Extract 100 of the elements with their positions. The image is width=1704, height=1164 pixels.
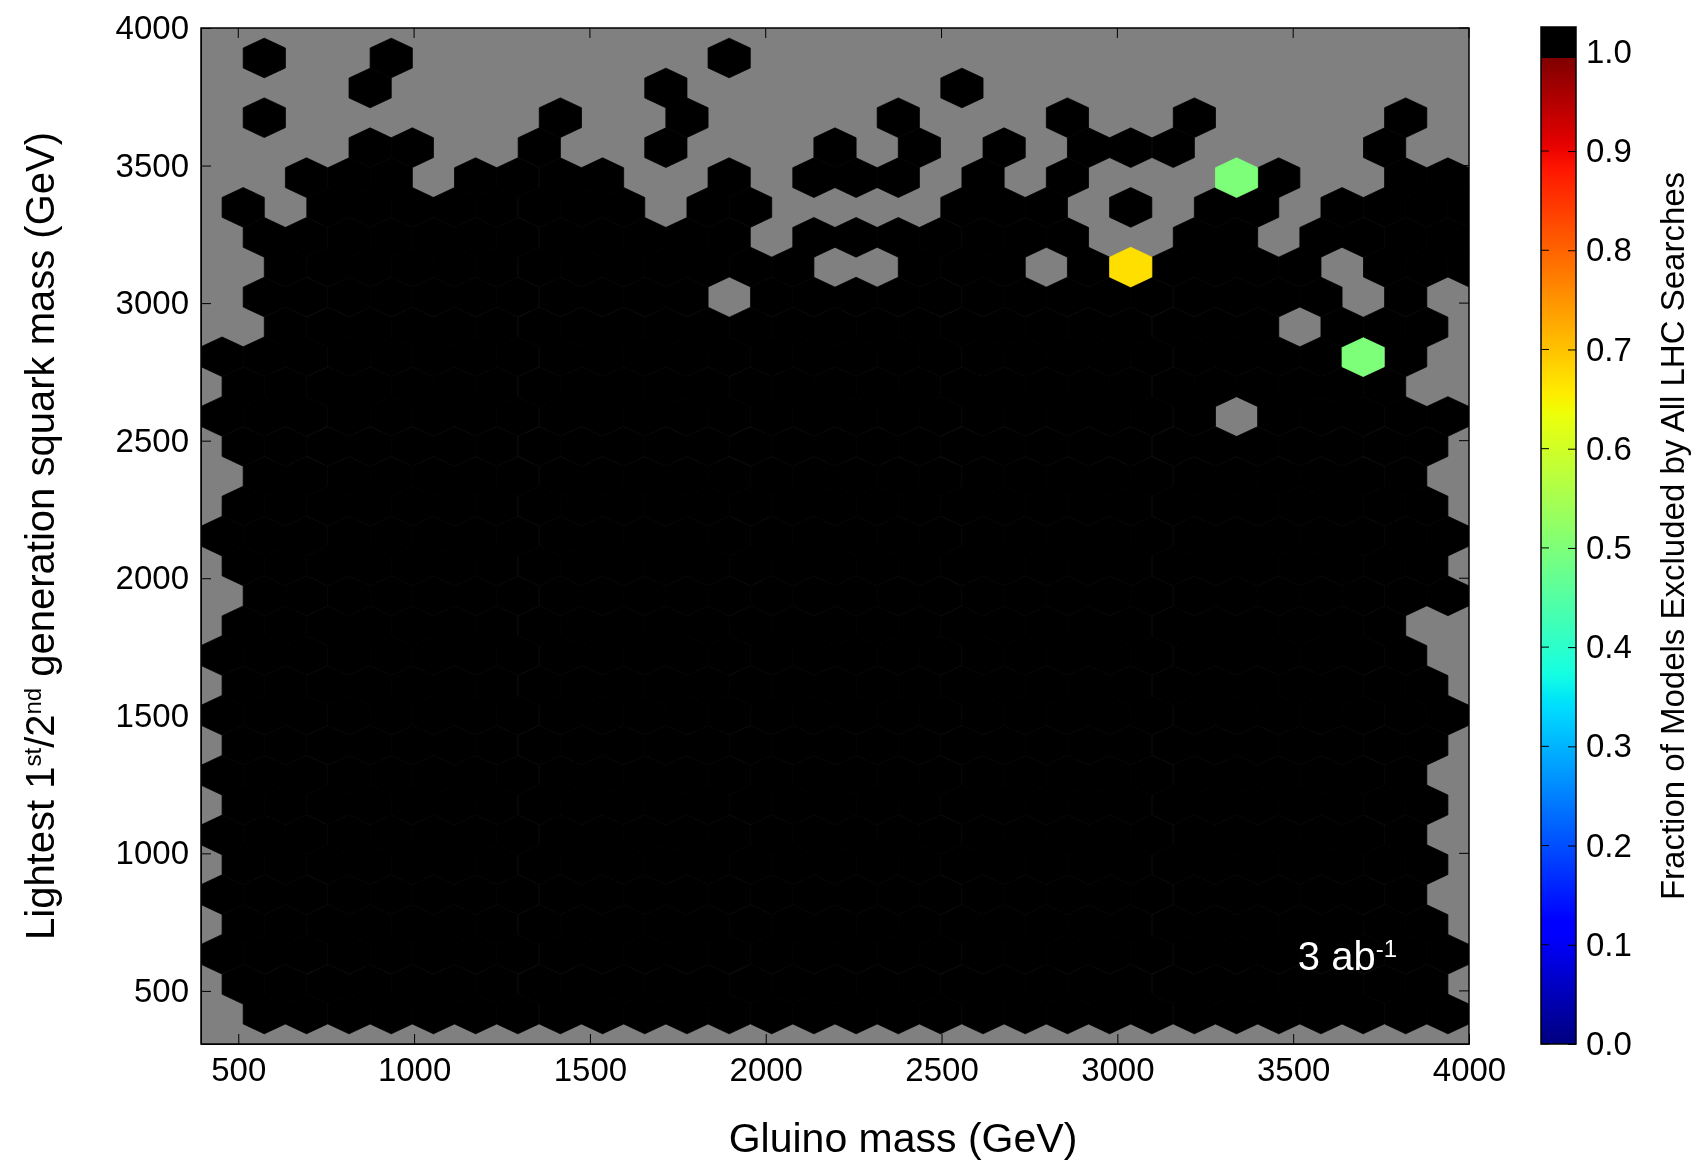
point xyxy=(242,37,286,79)
point xyxy=(1405,904,1449,945)
point xyxy=(1341,336,1385,377)
point xyxy=(1363,605,1407,647)
color-bar-label: 0.9 xyxy=(1586,132,1632,170)
point xyxy=(1193,187,1237,228)
point xyxy=(1363,306,1407,348)
point xyxy=(1426,575,1469,617)
y-tick-label: 2500 xyxy=(115,421,189,459)
point xyxy=(1109,246,1153,288)
point xyxy=(1045,97,1089,138)
point xyxy=(1172,993,1216,1035)
point xyxy=(771,246,815,288)
point xyxy=(496,157,540,198)
point xyxy=(369,157,413,198)
point xyxy=(1215,217,1259,258)
point xyxy=(940,187,984,228)
point xyxy=(517,127,561,168)
color-bar-label: 0.0 xyxy=(1586,1025,1632,1063)
point xyxy=(1341,217,1385,258)
point xyxy=(750,276,794,318)
point xyxy=(390,187,434,228)
point xyxy=(369,993,413,1035)
point xyxy=(707,157,751,198)
point xyxy=(1320,187,1364,228)
point xyxy=(1384,814,1428,856)
point xyxy=(1257,157,1301,198)
point xyxy=(1341,993,1385,1035)
point xyxy=(644,127,688,168)
point xyxy=(433,187,477,228)
point xyxy=(221,605,265,647)
point xyxy=(369,37,413,79)
color-bar-label: 0.8 xyxy=(1586,231,1632,269)
point xyxy=(581,993,625,1035)
point xyxy=(1257,336,1301,377)
point xyxy=(201,934,244,975)
point xyxy=(221,784,265,826)
point xyxy=(201,814,244,856)
point xyxy=(876,993,920,1035)
point xyxy=(1384,755,1428,796)
point xyxy=(538,993,582,1035)
point xyxy=(1426,396,1469,437)
point xyxy=(1278,246,1322,288)
point xyxy=(1045,993,1089,1035)
x-tick-label: 4000 xyxy=(1432,1051,1507,1089)
point xyxy=(1384,993,1428,1035)
point xyxy=(1384,396,1428,437)
color-bar-label: 0.5 xyxy=(1586,528,1632,566)
point xyxy=(454,157,498,198)
point xyxy=(876,217,920,258)
point xyxy=(1257,993,1301,1035)
annotation: 3 ab$^{-1}$ xyxy=(1297,934,1397,978)
point xyxy=(1405,784,1449,826)
point xyxy=(263,306,307,348)
point xyxy=(1384,635,1428,676)
point xyxy=(1045,276,1089,318)
point xyxy=(665,993,709,1035)
point xyxy=(665,276,709,318)
point xyxy=(1405,844,1449,885)
point xyxy=(1109,187,1153,228)
point xyxy=(792,217,836,258)
point xyxy=(623,993,667,1035)
point xyxy=(1088,276,1132,318)
point xyxy=(327,993,371,1035)
point xyxy=(1405,545,1449,587)
point xyxy=(1003,217,1047,258)
point xyxy=(1024,187,1068,228)
color-bar-label: 0.1 xyxy=(1586,925,1632,963)
point xyxy=(1193,366,1237,407)
point xyxy=(390,127,434,168)
point xyxy=(221,904,265,945)
point xyxy=(1151,246,1195,288)
point xyxy=(982,187,1026,228)
point xyxy=(1299,276,1343,318)
point xyxy=(1067,127,1111,168)
point xyxy=(201,635,244,676)
point xyxy=(897,246,941,288)
point xyxy=(792,276,836,318)
point xyxy=(242,336,286,377)
x-tick-label: 1000 xyxy=(377,1051,452,1089)
point xyxy=(623,217,667,258)
point xyxy=(1384,276,1428,318)
y-tick-label: 3000 xyxy=(115,284,189,322)
point xyxy=(454,993,498,1035)
y-tick-label: 1500 xyxy=(115,696,189,734)
x-tick-label: 500 xyxy=(211,1051,267,1089)
point xyxy=(242,276,286,318)
point xyxy=(1426,934,1469,975)
point xyxy=(686,187,730,228)
point xyxy=(729,246,773,288)
color-bar-label: 0.3 xyxy=(1586,727,1632,765)
point xyxy=(284,157,328,198)
x-tick-label: 3500 xyxy=(1256,1051,1331,1089)
point xyxy=(201,755,244,796)
point xyxy=(1003,276,1047,318)
point xyxy=(1045,217,1089,258)
point xyxy=(1109,127,1153,168)
point xyxy=(221,844,265,885)
point xyxy=(707,217,751,258)
y-tick-label: 4000 xyxy=(115,9,189,47)
